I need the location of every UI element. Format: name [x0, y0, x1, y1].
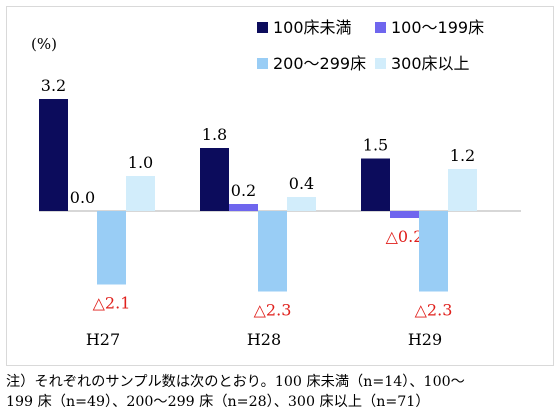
legend-swatch: [257, 58, 268, 69]
data-label: △0.2: [386, 227, 424, 246]
data-label: 1.5: [363, 136, 388, 155]
legend-swatch: [257, 22, 268, 33]
bar-chart: 3.2 0.0 △2.1 1.0 H27 1.8 0.2 △2.3 0.4 H28 1.5 △0.2 △…: [31, 18, 521, 349]
bar: [390, 211, 419, 218]
legend-swatch: [375, 22, 386, 33]
bar: [200, 148, 229, 211]
category-label: H27: [86, 330, 120, 349]
category-label: H28: [247, 330, 281, 349]
footnote: 注）それぞれのサンプル数は次のとおり。100 床未満（n=14）、100～ 19…: [6, 372, 558, 412]
bar: [126, 176, 155, 211]
data-label: 1.0: [128, 153, 153, 172]
footnote-line-1: 注）それぞれのサンプル数は次のとおり。100 床未満（n=14）、100～: [6, 374, 465, 390]
legend-label: 100床未満: [273, 18, 352, 37]
bar: [258, 211, 287, 292]
data-label: △2.3: [415, 301, 453, 320]
bar: [97, 211, 126, 285]
y-axis-label: (%): [31, 35, 57, 53]
bar: [39, 99, 68, 211]
legend-swatch: [375, 58, 386, 69]
bar: [229, 204, 258, 211]
data-label: 0.4: [289, 174, 314, 193]
data-label: △2.3: [254, 301, 292, 320]
data-label: 3.2: [41, 76, 66, 95]
chart-frame: 3.2 0.0 △2.1 1.0 H27 1.8 0.2 △2.3 0.4 H28 1.5 △0.2 △…: [6, 6, 554, 366]
data-label: △2.1: [93, 294, 131, 313]
legend-label: 100～199床: [391, 18, 484, 37]
footnote-line-2: 199 床（n=49）、200～299 床（n=28）、300 床以上（n=71…: [6, 394, 430, 410]
data-label: 1.8: [202, 125, 227, 144]
data-label: 0.2: [231, 181, 256, 200]
legend-label: 300床以上: [391, 54, 470, 73]
data-label: 1.2: [450, 146, 475, 165]
bar: [287, 197, 316, 211]
bar: [361, 158, 390, 211]
legend-label: 200～299床: [273, 54, 366, 73]
bar: [448, 169, 477, 211]
category-label: H29: [408, 330, 442, 349]
data-label: 0.0: [70, 188, 95, 207]
bar: [419, 211, 448, 292]
